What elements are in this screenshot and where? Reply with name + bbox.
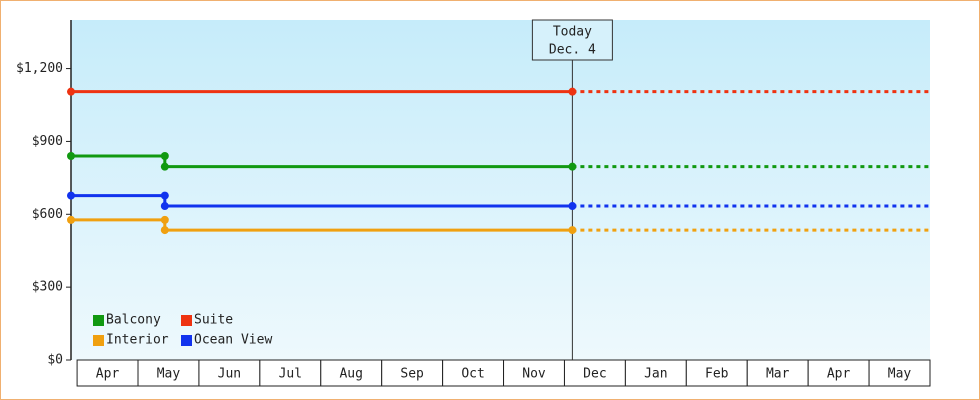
month-cell xyxy=(259,359,322,387)
data-point xyxy=(160,215,169,224)
month-cell xyxy=(685,359,748,387)
x-tick-label: Feb xyxy=(705,367,729,382)
month-cell xyxy=(868,359,931,387)
month-cell xyxy=(746,359,809,387)
x-tick-label: Oct xyxy=(461,367,484,382)
x-tick-label: Nov xyxy=(522,367,546,382)
month-cell xyxy=(563,359,626,387)
data-point xyxy=(67,215,75,224)
today-label: Dec. 4 xyxy=(549,43,596,58)
x-tick-label: Jan xyxy=(644,367,667,382)
x-tick-label: Aug xyxy=(339,367,362,382)
data-point xyxy=(160,202,169,211)
today-label: Today xyxy=(553,25,592,40)
x-tick-label: Dec xyxy=(583,367,606,382)
data-point xyxy=(568,162,577,171)
x-tick-label: Jun xyxy=(218,367,241,382)
series-line xyxy=(71,194,573,208)
x-tick-label: Jul xyxy=(279,367,302,382)
data-point xyxy=(67,191,75,200)
legend-swatch xyxy=(181,315,192,326)
data-point xyxy=(160,162,169,171)
month-cell xyxy=(624,359,687,387)
legend-label: Ocean View xyxy=(194,333,272,348)
legend-swatch xyxy=(93,335,104,346)
data-point xyxy=(568,226,577,235)
x-tick-label: May xyxy=(888,367,912,382)
data-point xyxy=(568,202,577,211)
today-box xyxy=(531,19,613,61)
month-cell xyxy=(442,359,505,387)
series-line xyxy=(71,218,573,232)
y-tick-label: $900 xyxy=(32,134,63,149)
x-tick-label: Apr xyxy=(96,367,120,382)
legend-label: Interior xyxy=(106,333,169,348)
y-tick-label: $1,200 xyxy=(16,61,63,76)
x-tick-label: Apr xyxy=(827,367,851,382)
data-point xyxy=(160,152,169,160)
plot-area xyxy=(71,20,930,360)
month-cell xyxy=(807,359,870,387)
data-point xyxy=(67,152,75,160)
data-point xyxy=(160,191,169,200)
legend-swatch xyxy=(181,335,192,346)
y-tick-label: $300 xyxy=(32,280,63,295)
series-line xyxy=(71,154,573,169)
legend-swatch xyxy=(93,315,104,326)
data-point xyxy=(160,226,169,235)
x-tick-label: Mar xyxy=(766,367,790,382)
month-cell xyxy=(503,359,565,387)
x-tick-label: Sep xyxy=(400,367,424,382)
legend-label: Suite xyxy=(194,313,233,328)
data-point xyxy=(67,87,75,96)
month-cell xyxy=(381,359,444,387)
data-point xyxy=(568,87,577,96)
y-tick-label: $0 xyxy=(47,353,63,368)
month-cell xyxy=(198,359,261,387)
legend-label: Balcony xyxy=(106,313,161,328)
y-tick-label: $600 xyxy=(32,207,63,222)
month-cell xyxy=(320,359,383,387)
x-tick-label: May xyxy=(157,367,181,382)
